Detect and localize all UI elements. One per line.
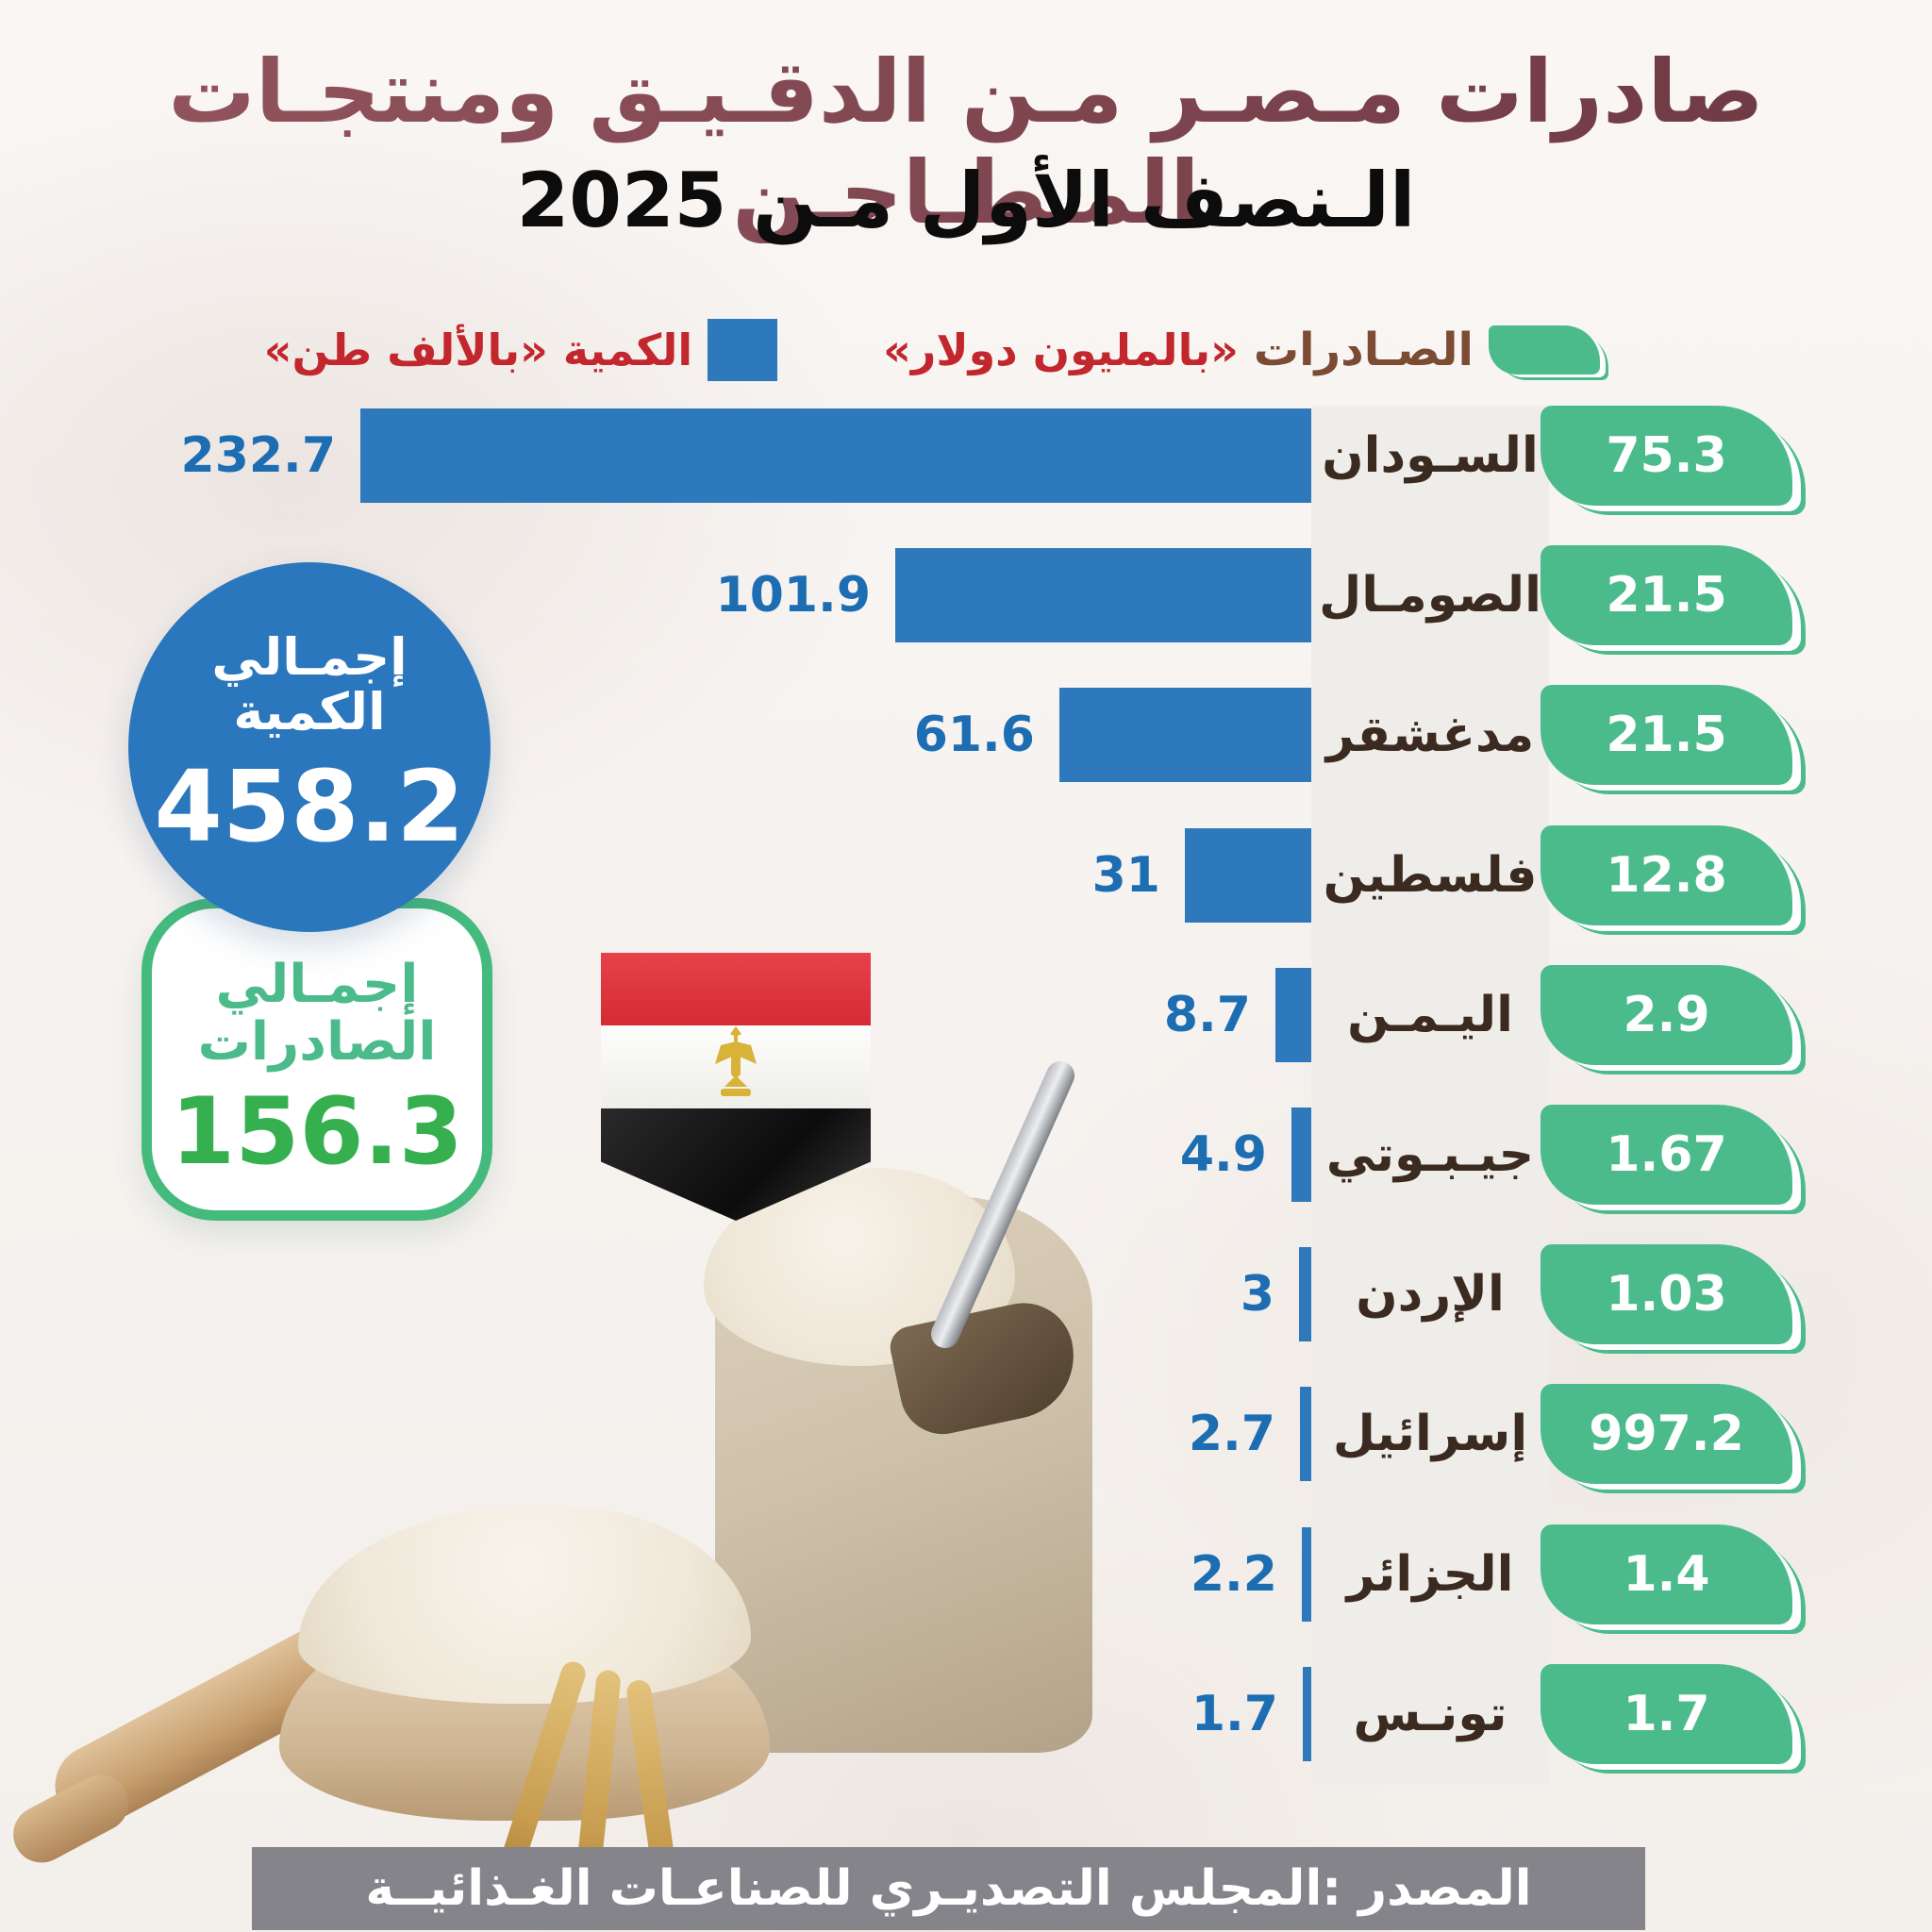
quantity-legend-label: الكمية xyxy=(562,325,693,375)
country-label: فلسطين xyxy=(1323,847,1538,904)
country-row: 2.7 إسرائيل 997.2 xyxy=(0,1384,1932,1484)
quantity-bar xyxy=(1185,828,1311,923)
country-row: 232.7 السـودان 75.3 xyxy=(0,406,1932,506)
country-row: 31 فلسطين 12.8 xyxy=(0,825,1932,925)
total-quantity-circle: إجمـالي الكمية 458.2 xyxy=(128,562,491,932)
source-bar: المصدر :المجلس التصديـري للصناعـات الغـذ… xyxy=(252,1847,1645,1930)
country-row: 1.7 تونـس 1.7 xyxy=(0,1664,1932,1764)
total-quantity-value: 458.2 xyxy=(154,749,465,865)
country-row: 8.7 اليـمـن 2.9 xyxy=(0,965,1932,1065)
exports-value: 12.8 xyxy=(1606,847,1727,904)
exports-value: 1.67 xyxy=(1606,1126,1727,1183)
quantity-bar xyxy=(1302,1527,1311,1622)
country-row: 3 الإردن 1.03 xyxy=(0,1244,1932,1344)
quantity-bar xyxy=(1299,1247,1311,1341)
quantity-bar xyxy=(1291,1108,1311,1202)
quantity-bar xyxy=(1275,968,1311,1062)
exports-value: 1.4 xyxy=(1623,1546,1710,1603)
legend: الصـادرات «بالمليون دولار» الكمية «بالأل… xyxy=(264,319,1600,381)
quantity-value: 2.2 xyxy=(1190,1546,1277,1603)
total-quantity-title-line1: إجمـالي xyxy=(211,626,408,687)
exports-legend-label: الصـادرات xyxy=(1253,324,1474,376)
country-label: الصومـال xyxy=(1319,567,1541,624)
country-row: 101.9 الصومـال 21.5 xyxy=(0,545,1932,645)
exports-value: 2.9 xyxy=(1623,987,1710,1043)
exports-value: 21.5 xyxy=(1606,707,1727,763)
total-exports-box: إجمـالي الصادرات 156.3 xyxy=(142,898,492,1221)
quantity-value: 101.9 xyxy=(715,567,871,624)
total-quantity-title-line2: الكمية xyxy=(233,682,386,741)
quantity-value: 2.7 xyxy=(1188,1406,1275,1462)
exports-badge: 21.5 xyxy=(1541,545,1792,645)
quantity-bar xyxy=(1300,1387,1311,1481)
exports-badge: 1.03 xyxy=(1541,1244,1792,1344)
country-label: الإردن xyxy=(1356,1266,1505,1323)
exports-badge: 2.9 xyxy=(1541,965,1792,1065)
quantity-value: 8.7 xyxy=(1163,987,1251,1043)
exports-badge: 1.7 xyxy=(1541,1664,1792,1764)
country-row: 4.9 جيـبـوتي 1.67 xyxy=(0,1105,1932,1205)
country-label: جيـبـوتي xyxy=(1325,1126,1535,1183)
exports-value: 21.5 xyxy=(1606,567,1727,624)
exports-legend-icon xyxy=(1489,325,1600,375)
exports-badge: 75.3 xyxy=(1541,406,1792,506)
quantity-value: 31 xyxy=(1091,847,1160,904)
exports-value: 1.7 xyxy=(1623,1686,1710,1742)
country-row: 2.2 الجزائر 1.4 xyxy=(0,1524,1932,1624)
quantity-value: 1.7 xyxy=(1191,1686,1278,1742)
exports-badge: 12.8 xyxy=(1541,825,1792,925)
exports-value: 75.3 xyxy=(1606,427,1727,484)
exports-badge: 1.4 xyxy=(1541,1524,1792,1624)
quantity-bar xyxy=(1303,1667,1311,1761)
exports-badge: 21.5 xyxy=(1541,685,1792,785)
page-subtitle: الـنصف الأول مـن 2025 xyxy=(516,157,1416,244)
country-label: الجزائر xyxy=(1346,1546,1514,1603)
exports-value: 1.03 xyxy=(1606,1266,1727,1323)
exports-badge: 1.67 xyxy=(1541,1105,1792,1205)
country-label: مدغشقر xyxy=(1325,707,1535,763)
quantity-value: 3 xyxy=(1240,1266,1274,1323)
total-exports-value: 156.3 xyxy=(171,1078,463,1186)
source-text: المصدر :المجلس التصديـري للصناعـات الغـذ… xyxy=(365,1860,1532,1917)
total-exports-title-line2: الصادرات xyxy=(197,1010,437,1073)
country-label: اليـمـن xyxy=(1347,987,1513,1043)
exports-legend-unit: «بالمليون دولار» xyxy=(883,325,1239,375)
quantity-bar xyxy=(895,548,1311,642)
eagle-of-saladin-icon xyxy=(715,1025,757,1096)
page-title: صادرات مـصـر مـن الدقـيـق ومنتجـات المـط… xyxy=(0,42,1932,243)
country-label: إسرائيل xyxy=(1332,1406,1528,1462)
quantity-legend-icon xyxy=(708,319,778,381)
country-label: تونـس xyxy=(1353,1686,1507,1742)
quantity-bar xyxy=(1059,688,1311,782)
total-exports-title-line1: إجمـالي xyxy=(215,954,419,1016)
quantity-value: 61.6 xyxy=(913,707,1035,763)
country-label: السـودان xyxy=(1322,427,1539,484)
quantity-bar xyxy=(360,408,1311,503)
country-column-background xyxy=(1311,406,1549,1785)
exports-value: 997.2 xyxy=(1589,1406,1744,1462)
exports-badge: 997.2 xyxy=(1541,1384,1792,1484)
quantity-value: 232.7 xyxy=(180,427,336,484)
country-row: 61.6 مدغشقر 21.5 xyxy=(0,685,1932,785)
flag-red-band xyxy=(601,953,871,1025)
quantity-legend-unit: «بالألف طن» xyxy=(263,325,548,375)
quantity-value: 4.9 xyxy=(1179,1126,1267,1183)
